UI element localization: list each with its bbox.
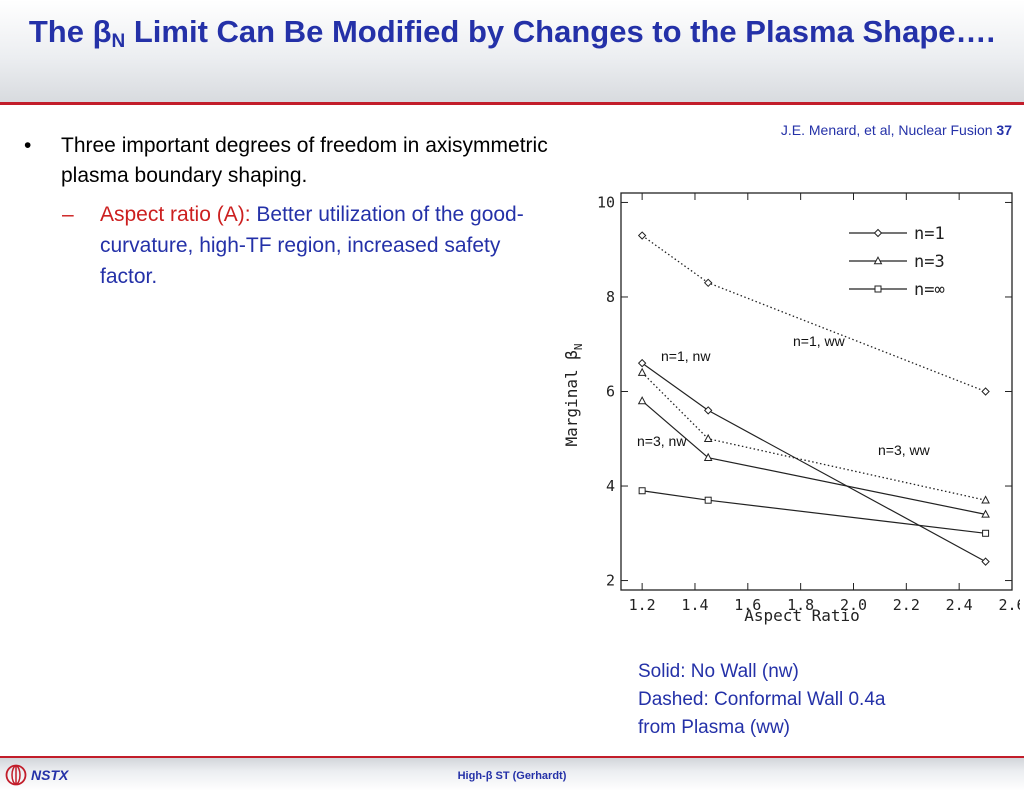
x-tick-label: 1.6	[734, 596, 761, 614]
data-point-triangle	[637, 396, 647, 405]
legend-label: n=∞	[914, 280, 945, 300]
sub-bullet-text: Aspect ratio (A): Better utilization of …	[100, 199, 562, 292]
y-tick-label: 6	[606, 383, 615, 401]
chart-annotation: n=3, nw	[637, 433, 687, 449]
x-tick-label: 1.2	[629, 596, 656, 614]
y-tick-label: 4	[606, 477, 615, 495]
data-point-square	[638, 487, 646, 495]
citation: J.E. Menard, et al, Nuclear Fusion 37	[781, 122, 1012, 138]
title-prefix: The	[28, 14, 93, 49]
data-point-triangle	[981, 495, 990, 504]
footer-caption: High-β ST (Gerhardt)	[457, 770, 567, 782]
chart-annotation: n=1, ww	[793, 333, 846, 349]
line-style-note: Solid: No Wall (nw) Dashed: Conformal Wa…	[638, 658, 885, 742]
data-point-triangle	[703, 452, 713, 461]
y-tick-label: 10	[597, 193, 615, 211]
data-point-triangle	[981, 509, 990, 518]
series-layer	[637, 231, 990, 566]
data-point-diamond	[981, 387, 990, 396]
plot-frame	[620, 192, 1013, 591]
y-tick-label: 2	[606, 572, 615, 590]
title-divider	[0, 102, 1024, 105]
footer-bar	[0, 758, 1024, 791]
data-point-diamond	[703, 406, 713, 415]
data-point-diamond	[637, 231, 647, 240]
nstx-logo-text: NSTX	[31, 767, 69, 783]
x-tick-label: 2.0	[840, 596, 867, 614]
bullet-text: Three important degrees of freedom in ax…	[61, 134, 548, 187]
data-point-diamond	[703, 278, 713, 288]
annotation-layer: n=1, ww n=1, nw n=3, nw n=3, ww	[637, 333, 931, 458]
data-point-square	[874, 285, 882, 293]
sub-bullet-body: Better utilization of the good-curvature…	[100, 203, 524, 288]
slide-title: The βN Limit Can Be Modified by Changes …	[20, 12, 1004, 61]
note-line-3: from Plasma (ww)	[638, 717, 791, 738]
sub-bullet-marker: –	[62, 203, 74, 226]
x-tick-label: 1.8	[787, 596, 814, 614]
chart: 1.2 1.4 1.6 1.8 2.0 2.2 2.4 2.6 2 4 6 8 10 n=1 n=3 n=∞…	[562, 192, 1020, 625]
chart-annotation: n=1, nw	[661, 348, 711, 364]
data-point-triangle	[873, 256, 883, 265]
citation-text: J.E. Menard, et al, Nuclear Fusion	[780, 122, 997, 138]
footer-divider	[0, 756, 1024, 758]
sub-bullet-label: Aspect ratio (A):	[100, 203, 257, 226]
data-point-diamond	[981, 557, 990, 566]
legend-label: n=3	[914, 252, 945, 272]
x-tick-label: 2.4	[946, 596, 973, 614]
axis-ticks: 1.2 1.4 1.6 1.8 2.0 2.2 2.4 2.6 2 4 6 8 10	[597, 193, 1020, 614]
chart-legend: n=1 n=3 n=∞	[849, 224, 945, 300]
data-point-square	[982, 529, 990, 537]
legend-label: n=1	[914, 224, 945, 244]
title-subscript: N	[111, 31, 126, 52]
y-axis-label-main: Marginal β	[562, 350, 581, 446]
sub-bullet-item: – Aspect ratio (A): Better utilization o…	[62, 199, 562, 292]
data-point-square	[704, 496, 712, 504]
data-point-diamond	[637, 358, 647, 368]
bullet-item: • Three important degrees of freedom in …	[24, 131, 554, 191]
data-point-diamond	[873, 228, 883, 238]
y-tick-label: 8	[606, 288, 615, 306]
x-tick-label: 1.4	[681, 596, 708, 614]
data-point-triangle	[637, 367, 647, 376]
title-rest: Limit Can Be Modified by Changes to the …	[125, 14, 996, 49]
y-axis-label: Marginal βN	[562, 344, 585, 447]
chart-annotation: n=3, ww	[878, 442, 931, 458]
title-bar	[0, 0, 1024, 104]
y-axis-label-sub: N	[572, 344, 585, 351]
bullet-marker: •	[24, 134, 32, 157]
x-axis-label: Aspect Ratio	[744, 606, 860, 625]
citation-volume: 37	[996, 122, 1012, 138]
x-tick-label: 2.2	[893, 596, 920, 614]
note-line-2: Dashed: Conformal Wall 0.4a	[638, 689, 886, 710]
x-tick-label: 2.6	[998, 596, 1020, 614]
title-beta: β	[92, 14, 112, 49]
data-point-triangle	[703, 433, 713, 443]
note-line-1: Solid: No Wall (nw)	[638, 661, 799, 682]
nstx-logo-icon	[5, 764, 27, 786]
